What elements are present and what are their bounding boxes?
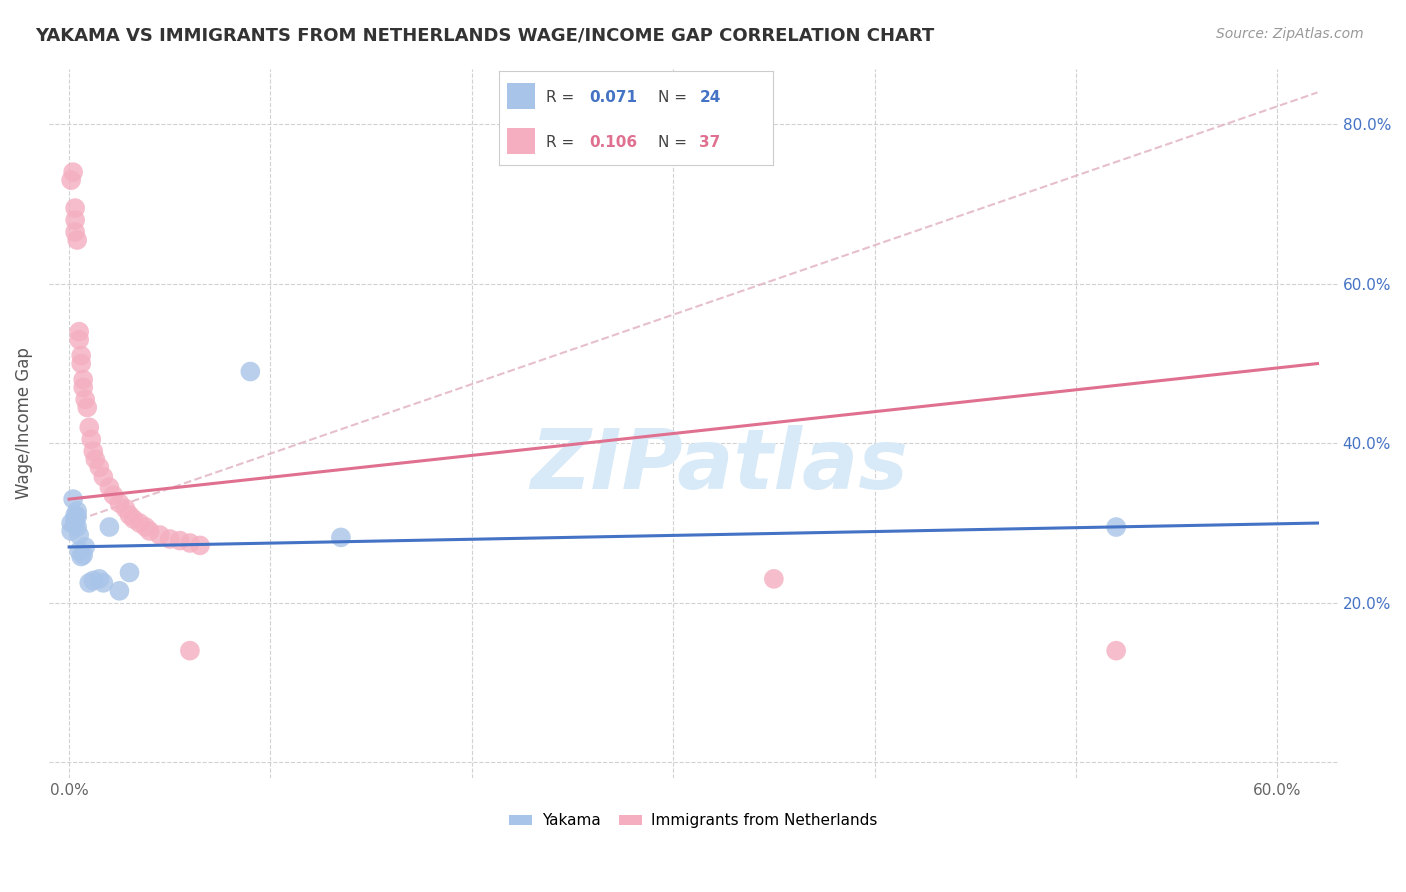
- Text: 24: 24: [699, 90, 721, 105]
- Point: [329, 530, 352, 544]
- Point: [89, 460, 111, 475]
- Point: [66, 504, 89, 518]
- Point: [80, 433, 103, 447]
- Point: [67, 325, 90, 339]
- Point: [179, 643, 201, 657]
- Point: [188, 538, 211, 552]
- Point: [70, 357, 93, 371]
- Text: R =: R =: [546, 90, 574, 105]
- Point: [239, 365, 262, 379]
- Point: [66, 520, 89, 534]
- Point: [62, 165, 84, 179]
- Point: [98, 480, 121, 494]
- Point: [91, 470, 114, 484]
- Point: [118, 566, 141, 580]
- Point: [82, 574, 104, 588]
- Point: [91, 575, 114, 590]
- Point: [169, 533, 191, 548]
- Text: N =: N =: [658, 90, 688, 105]
- Point: [63, 508, 86, 522]
- Point: [60, 173, 83, 187]
- Point: [66, 509, 89, 524]
- Text: YAKAMA VS IMMIGRANTS FROM NETHERLANDS WAGE/INCOME GAP CORRELATION CHART: YAKAMA VS IMMIGRANTS FROM NETHERLANDS WA…: [35, 27, 935, 45]
- Point: [122, 512, 145, 526]
- Text: Source: ZipAtlas.com: Source: ZipAtlas.com: [1216, 27, 1364, 41]
- Point: [103, 488, 125, 502]
- Text: N =: N =: [658, 135, 688, 150]
- Point: [60, 516, 83, 530]
- Point: [72, 372, 94, 386]
- Point: [89, 572, 111, 586]
- Point: [70, 349, 93, 363]
- Point: [98, 520, 121, 534]
- Text: 0.071: 0.071: [589, 90, 637, 105]
- Point: [77, 575, 100, 590]
- Point: [67, 528, 90, 542]
- Point: [75, 540, 97, 554]
- Text: ZIPatlas: ZIPatlas: [530, 425, 908, 507]
- Y-axis label: Wage/Income Gap: Wage/Income Gap: [15, 348, 32, 500]
- Point: [76, 401, 98, 415]
- Point: [70, 549, 93, 564]
- Point: [108, 496, 131, 510]
- Point: [63, 225, 86, 239]
- Point: [762, 572, 785, 586]
- Legend: Yakama, Immigrants from Netherlands: Yakama, Immigrants from Netherlands: [503, 807, 883, 834]
- Point: [72, 548, 94, 562]
- Point: [114, 501, 136, 516]
- Text: 37: 37: [699, 135, 720, 150]
- Point: [66, 233, 89, 247]
- Point: [67, 544, 90, 558]
- Point: [108, 583, 131, 598]
- Point: [1105, 643, 1128, 657]
- Point: [118, 508, 141, 522]
- Point: [72, 380, 94, 394]
- Text: R =: R =: [546, 135, 574, 150]
- Point: [179, 536, 201, 550]
- Point: [63, 213, 86, 227]
- Point: [75, 392, 97, 407]
- Point: [138, 524, 160, 538]
- Point: [62, 492, 84, 507]
- Point: [63, 512, 86, 526]
- Text: 0.106: 0.106: [589, 135, 638, 150]
- Point: [77, 420, 100, 434]
- Point: [67, 333, 90, 347]
- Point: [60, 524, 83, 538]
- Point: [149, 528, 172, 542]
- Point: [82, 444, 104, 458]
- Point: [63, 201, 86, 215]
- Bar: [508, 128, 534, 153]
- Point: [63, 516, 86, 530]
- Point: [159, 532, 181, 546]
- Point: [1105, 520, 1128, 534]
- Point: [84, 452, 107, 467]
- Point: [135, 520, 157, 534]
- Point: [128, 516, 150, 530]
- Bar: [508, 83, 534, 109]
